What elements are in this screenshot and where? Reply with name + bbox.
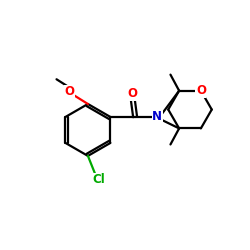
Text: O: O — [196, 84, 206, 97]
Text: N: N — [152, 110, 162, 124]
Text: O: O — [64, 85, 74, 98]
Text: O: O — [128, 88, 138, 101]
Text: Cl: Cl — [92, 174, 105, 186]
